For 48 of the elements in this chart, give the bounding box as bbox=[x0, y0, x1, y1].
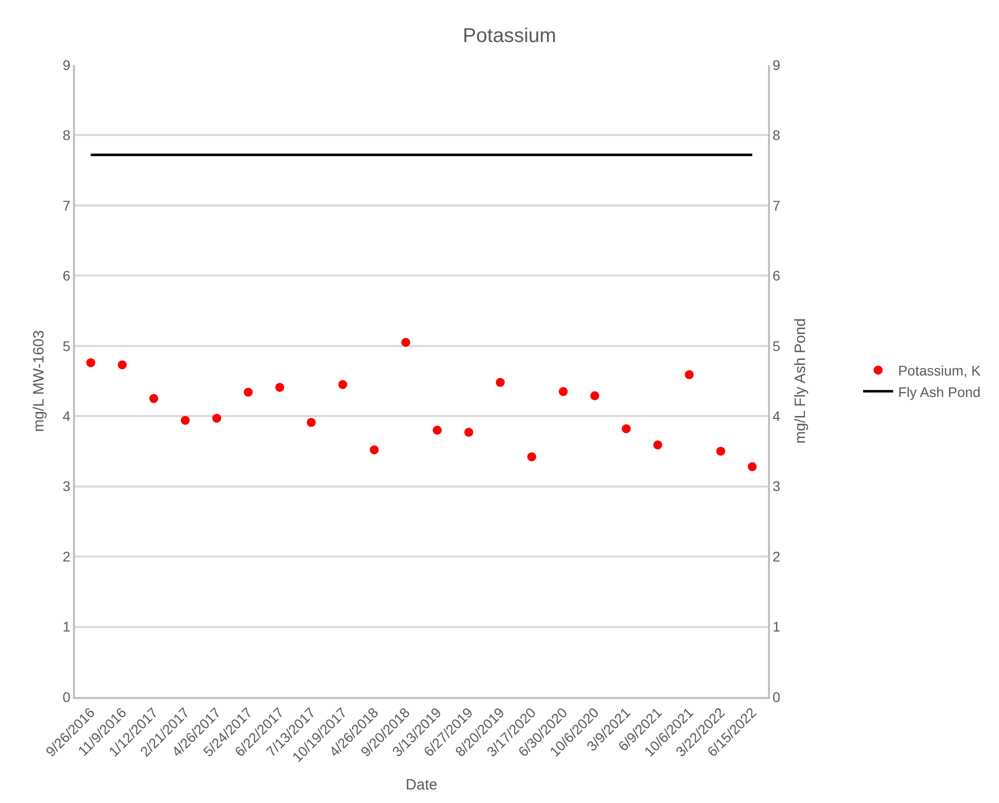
y-tick-label: 2 bbox=[62, 548, 71, 564]
y2-tick-label: 3 bbox=[772, 478, 781, 494]
legend-label: Fly Ash Pond bbox=[898, 384, 981, 400]
y2-tick-label: 2 bbox=[772, 548, 781, 564]
y-tick-label: 7 bbox=[62, 197, 71, 214]
point bbox=[401, 338, 410, 347]
legend-label: Potassium, K bbox=[898, 362, 982, 379]
y2-tick-label: 0 bbox=[772, 688, 781, 705]
point bbox=[684, 370, 694, 380]
point bbox=[338, 380, 348, 390]
point bbox=[86, 358, 96, 368]
y2-tick-label: 7 bbox=[772, 197, 781, 214]
point bbox=[748, 462, 757, 472]
chart-title: Potassium bbox=[462, 25, 556, 48]
x-axis-title: Date bbox=[406, 776, 438, 794]
y2-tick-label: 5 bbox=[772, 338, 781, 354]
point bbox=[464, 428, 474, 437]
y2-tick-label: 1 bbox=[772, 618, 781, 635]
point bbox=[558, 387, 568, 396]
point bbox=[149, 394, 158, 404]
point bbox=[653, 440, 662, 450]
point bbox=[590, 391, 600, 400]
y2-tick-label: 8 bbox=[772, 127, 781, 144]
point bbox=[716, 446, 726, 456]
point bbox=[212, 414, 222, 423]
y-tick-label: 6 bbox=[62, 268, 71, 284]
y2-tick-label: 9 bbox=[772, 56, 781, 73]
y-tick-label: 9 bbox=[62, 56, 71, 73]
y-tick-label: 4 bbox=[62, 408, 71, 424]
point bbox=[118, 360, 127, 370]
point bbox=[432, 426, 442, 435]
y-tick-label: 0 bbox=[62, 688, 71, 705]
y2-tick-label: 6 bbox=[772, 268, 781, 284]
point bbox=[527, 452, 536, 462]
y2-tick-label: 4 bbox=[772, 408, 781, 424]
point bbox=[275, 382, 284, 392]
y-tick-label: 5 bbox=[62, 338, 71, 354]
point bbox=[306, 418, 316, 427]
y-tick-label: 8 bbox=[62, 127, 71, 144]
y2-axis-title: mg/L Fly Ash Pond bbox=[792, 318, 810, 444]
point bbox=[496, 378, 505, 387]
point bbox=[180, 416, 190, 425]
y-tick-label: 1 bbox=[62, 618, 71, 635]
y-tick-label: 3 bbox=[62, 478, 71, 494]
y-axis-title: mg/L MW-1603 bbox=[30, 330, 48, 432]
point bbox=[622, 424, 631, 434]
point bbox=[370, 445, 379, 454]
point bbox=[244, 388, 253, 397]
